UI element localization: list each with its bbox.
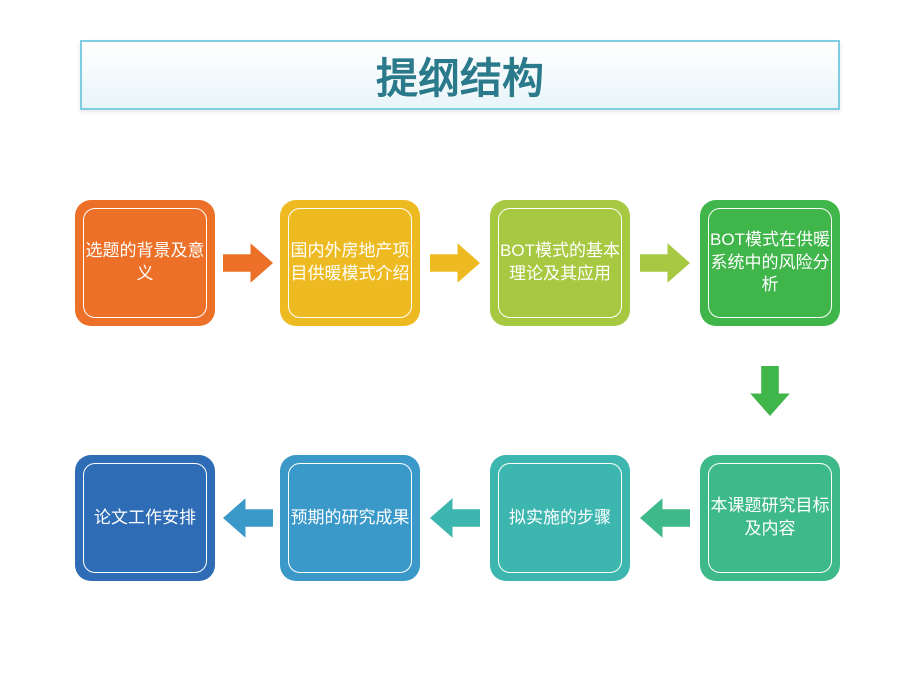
flow-node-label: 选题的背景及意义 [85,240,205,286]
flow-arrow [223,496,273,545]
flow-node-label: BOT模式的基本理论及其应用 [500,240,620,286]
flow-node: 论文工作安排 [75,455,215,581]
flow-node: BOT模式在供暖系统中的风险分析 [700,200,840,326]
flow-node-label: 论文工作安排 [94,507,196,530]
flow-node-label: 预期的研究成果 [291,507,410,530]
flow-node: 拟实施的步骤 [490,455,630,581]
page-title: 提纲结构 [376,45,544,106]
flow-arrow [223,241,273,290]
flow-node-label: 拟实施的步骤 [509,507,611,530]
flow-node-label: 国内外房地产项目供暖模式介绍 [290,240,410,286]
flow-node: 选题的背景及意义 [75,200,215,326]
flow-arrow [748,366,792,421]
flow-node-label: 本课题研究目标及内容 [710,495,830,541]
flow-arrow [640,496,690,545]
flow-node: 国内外房地产项目供暖模式介绍 [280,200,420,326]
flow-arrow [430,496,480,545]
flow-node: 本课题研究目标及内容 [700,455,840,581]
flow-arrow [430,241,480,290]
flow-arrow [640,241,690,290]
flow-node-label: BOT模式在供暖系统中的风险分析 [710,229,830,298]
title-bar: 提纲结构 [80,40,840,110]
flow-node: BOT模式的基本理论及其应用 [490,200,630,326]
flow-node: 预期的研究成果 [280,455,420,581]
